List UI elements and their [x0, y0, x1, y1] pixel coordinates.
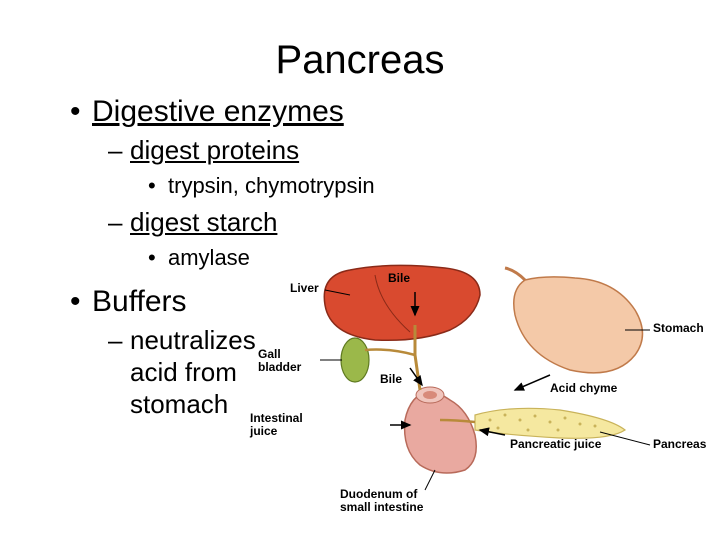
- label-liver: Liver: [290, 282, 319, 295]
- bullet-amylase: •amylase: [148, 245, 250, 271]
- bullet-neutralizes: –neutralizes: [108, 325, 256, 356]
- bullet-dot-icon: •: [70, 95, 92, 129]
- bullet-digest-starch: –digest starch: [108, 207, 277, 238]
- bullet-neutralizes-3: stomach: [130, 389, 228, 420]
- acidchyme-arrow: [515, 375, 550, 390]
- bullet-dot-icon: •: [70, 285, 92, 319]
- gallbladder-shape: [341, 338, 369, 382]
- page-title: Pancreas: [276, 38, 445, 83]
- duodenum-shape: [405, 390, 477, 473]
- label-gall-2: bladder: [258, 361, 301, 374]
- bullet-buffers: •Buffers: [70, 285, 187, 319]
- pancreas-leader: [600, 432, 650, 445]
- bullet-dot-icon: •: [148, 245, 168, 271]
- bullet-digestive-enzymes: •Digestive enzymes: [70, 95, 344, 129]
- bullet-text: Digestive enzymes: [92, 95, 344, 128]
- esophagus-stub: [505, 268, 525, 280]
- bullet-dash-icon: –: [108, 135, 130, 166]
- bullet-text: trypsin, chymotrypsin: [168, 173, 375, 198]
- label-intestinal-2: juice: [250, 425, 277, 438]
- label-acidchyme: Acid chyme: [550, 382, 617, 395]
- bullet-dot-icon: •: [148, 173, 168, 199]
- anatomy-diagram: Liver Bile Gall bladder Bile Intestinal …: [280, 260, 720, 540]
- bullet-text: acid from: [130, 357, 237, 387]
- bullet-digest-proteins: –digest proteins: [108, 135, 299, 166]
- bullet-neutralizes-2: acid from: [130, 357, 237, 388]
- stomach-shape: [514, 277, 643, 373]
- bullet-text: neutralizes: [130, 325, 256, 355]
- bullet-text: Buffers: [92, 285, 187, 318]
- bullet-text: digest starch: [130, 207, 277, 237]
- label-bile-top: Bile: [388, 272, 410, 285]
- label-pancjuice: Pancreatic juice: [510, 438, 601, 451]
- bullet-dash-icon: –: [108, 325, 130, 356]
- bullet-text: stomach: [130, 389, 228, 419]
- bullet-trypsin: •trypsin, chymotrypsin: [148, 173, 375, 199]
- bullet-dash-icon: –: [108, 207, 130, 238]
- label-pancreas: Pancreas: [653, 438, 706, 451]
- duodenum-leader: [425, 470, 435, 490]
- duodenum-lumen: [423, 391, 437, 399]
- label-stomach: Stomach: [653, 322, 704, 335]
- bullet-text: amylase: [168, 245, 250, 270]
- label-duodenum-2: small intestine: [340, 501, 423, 514]
- label-bile-mid: Bile: [380, 373, 402, 386]
- bullet-text: digest proteins: [130, 135, 299, 165]
- cystic-duct: [365, 350, 415, 355]
